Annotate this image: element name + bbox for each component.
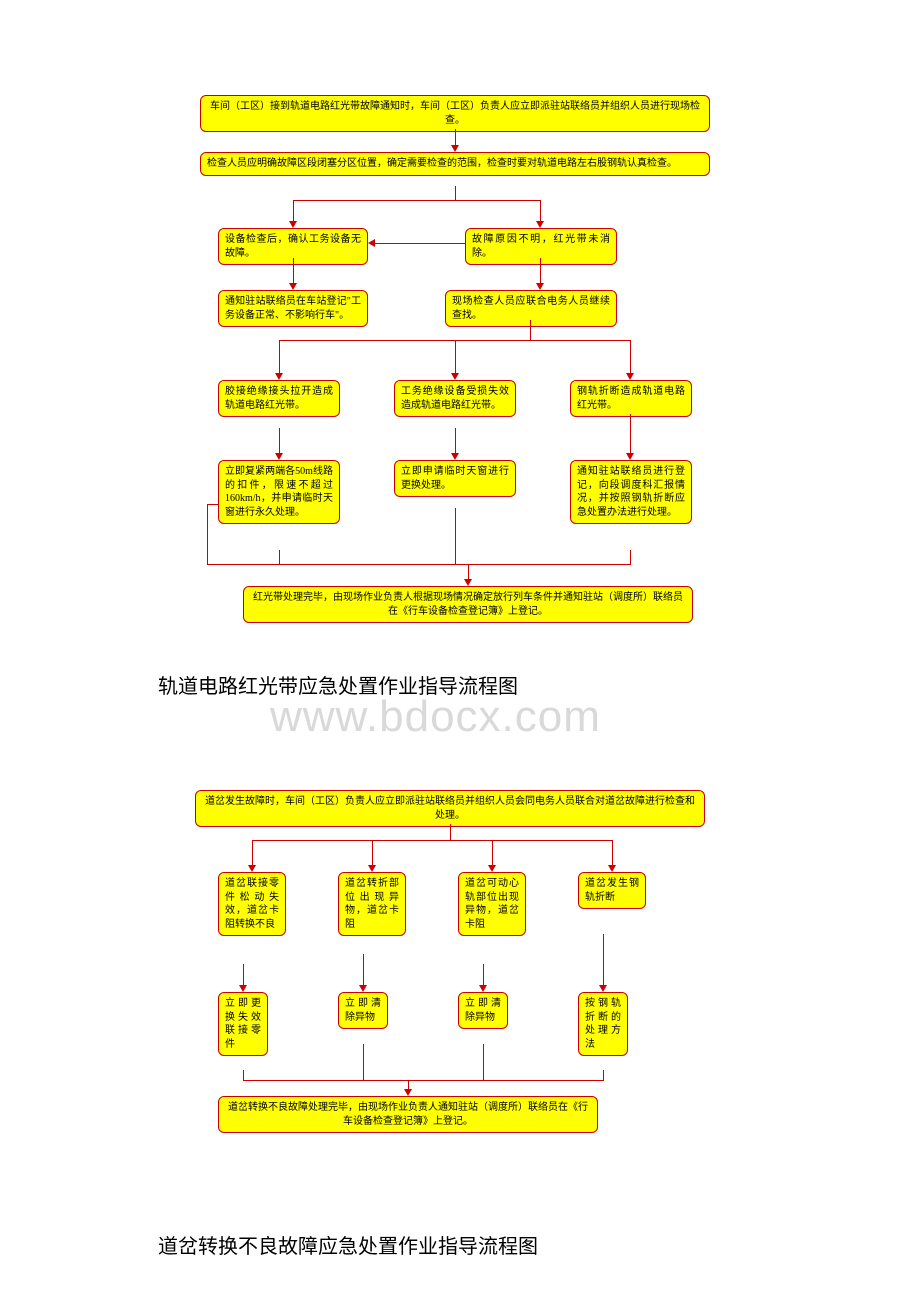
fc1-arrowhead (451, 145, 459, 152)
fc2-node-b3: 道岔可动心轨部位出现异物，道岔卡阻 (458, 872, 526, 936)
fc2-node-c3: 立即清除异物 (458, 992, 508, 1029)
fc2-node-c4: 按钢轨折断的处理方法 (578, 992, 628, 1056)
fc1-arrowhead (536, 221, 544, 228)
fc1-arrowhead (368, 239, 375, 247)
fc1-arrow (530, 320, 531, 340)
fc2-title: 道岔转换不良故障应急处置作业指导流程图 (158, 1230, 538, 1259)
fc1-node-c2: 故障原因不明，红光带未消除。 (465, 228, 617, 265)
fc1-arrow (455, 340, 456, 374)
fc2-arrowhead (608, 865, 616, 872)
fc1-arrow (207, 504, 208, 564)
fc2-arrow (252, 840, 253, 866)
fc1-arrowhead (275, 453, 283, 460)
fc1-node-e1: 胶接绝缘接头拉开造成轨道电路红光带。 (218, 380, 340, 417)
fc1-arrowhead (275, 373, 283, 380)
fc1-arrow (455, 129, 456, 146)
fc2-arrow (603, 934, 604, 986)
fc2-arrowhead (239, 985, 247, 992)
fc2-arrow (372, 840, 373, 866)
fc1-arrow (279, 564, 280, 565)
fc1-node-a: 车间（工区）接到轨道电路红光带故障通知时，车间（工区）负责人应立即派驻站联络员并… (200, 95, 710, 132)
fc2-arrow (483, 1044, 484, 1080)
fc2-node-d: 道岔转换不良故障处理完毕，由现场作业负责人通知驻站（调度所）联络员在《行车设备检… (218, 1096, 598, 1133)
watermark: www.bdocx.com (270, 692, 601, 742)
fc1-arrowhead (464, 579, 472, 586)
fc2-arrowhead (479, 985, 487, 992)
fc1-arrowhead (289, 283, 297, 290)
fc2-node-b4: 道岔发生钢轨折断 (578, 872, 646, 909)
fc1-arrow (468, 564, 469, 580)
fc1-node-g: 红光带处理完毕，由现场作业负责人根据现场情况确定放行列车条件并通知驻站（调度所）… (243, 586, 693, 623)
fc1-node-f1: 立即复紧两端各50m线路的扣件，限速不超过160km/h，并申请临时天窗进行永久… (218, 460, 340, 524)
fc1-arrow (279, 550, 280, 564)
fc2-node-a: 道岔发生故障时，车间（工区）负责人应立即派驻站联络员并组织人员会同电务人员联合对… (195, 790, 705, 827)
fc2-arrow (252, 840, 612, 841)
fc1-arrow (540, 200, 541, 222)
fc2-node-b1: 道岔联接零件松动失效，道岔卡阻转换不良 (218, 872, 286, 936)
fc1-node-d1: 通知驻站联络员在车站登记"工务设备正常、不影响行车"。 (218, 290, 368, 327)
fc2-node-c1: 立即更换失效联接零件 (218, 992, 268, 1056)
fc1-arrow (207, 504, 218, 505)
fc2-arrow (243, 1070, 244, 1080)
fc2-arrow (243, 1080, 604, 1081)
fc2-arrowhead (359, 985, 367, 992)
fc1-arrowhead (626, 453, 634, 460)
fc1-arrow (455, 508, 456, 564)
fc1-arrow (630, 414, 631, 454)
fc2-node-b2: 道岔转折部位出现异物，道岔卡阻 (338, 872, 406, 936)
fc2-arrow (243, 964, 244, 986)
fc1-arrow (293, 258, 294, 284)
fc1-node-d2: 现场检查人员应联合电务人员继续查找。 (445, 290, 617, 327)
fc2-arrow (483, 964, 484, 986)
fc2-arrow (492, 840, 493, 866)
fc2-arrowhead (404, 1089, 412, 1096)
fc2-arrow (363, 1044, 364, 1080)
fc2-arrow (612, 840, 613, 866)
fc1-arrow (540, 258, 541, 284)
fc2-arrowhead (248, 865, 256, 872)
fc1-arrow (293, 200, 541, 201)
fc1-arrow (279, 340, 280, 374)
fc1-node-f2: 立即申请临时天窗进行更换处理。 (394, 460, 516, 497)
fc1-node-f3: 通知驻站联络员进行登记，向段调度科汇报情况，并按照钢轨折断应急处置办法进行处理。 (570, 460, 692, 524)
fc1-arrowhead (451, 373, 459, 380)
fc1-arrow (630, 550, 631, 564)
fc2-arrowhead (599, 985, 607, 992)
fc1-node-e3: 钢轨折断造成轨道电路红光带。 (570, 380, 692, 417)
fc1-arrowhead (451, 453, 459, 460)
fc1-arrow (279, 428, 280, 454)
fc1-arrow (455, 186, 456, 200)
fc1-arrowhead (626, 373, 634, 380)
fc1-node-e2: 工务绝缘设备受损失效造成轨道电路红光带。 (394, 380, 516, 417)
fc1-arrowhead (536, 283, 544, 290)
fc1-arrowhead (289, 221, 297, 228)
fc2-node-c2: 立即清除异物 (338, 992, 388, 1029)
fc1-node-b: 检查人员应明确故障区段闭塞分区位置，确定需要检查的范围，检查时要对轨道电路左右股… (200, 152, 710, 176)
fc1-arrow (630, 340, 631, 374)
fc1-arrow (455, 428, 456, 454)
fc1-arrow (375, 243, 465, 244)
page: 车间（工区）接到轨道电路红光带故障通知时，车间（工区）负责人应立即派驻站联络员并… (0, 0, 920, 1302)
fc1-arrow (293, 200, 294, 222)
fc2-arrow (363, 954, 364, 986)
fc2-arrowhead (488, 865, 496, 872)
fc2-arrow (603, 1070, 604, 1080)
fc1-arrow (207, 564, 631, 565)
fc2-arrowhead (368, 865, 376, 872)
fc2-arrow (450, 824, 451, 840)
